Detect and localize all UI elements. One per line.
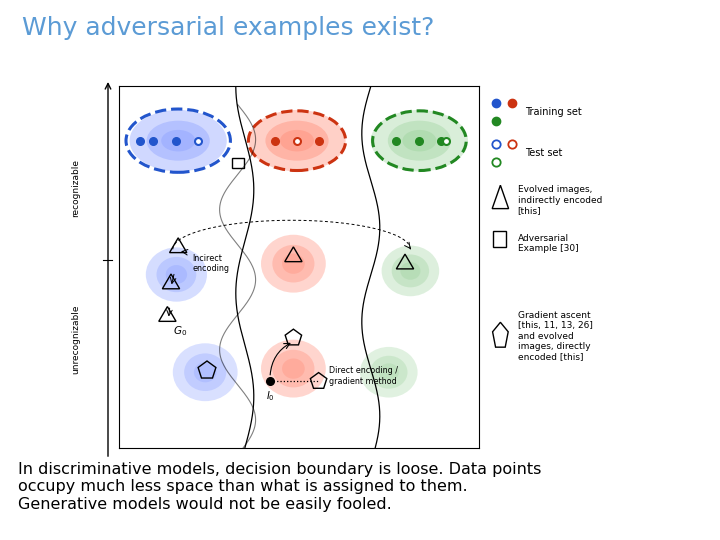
- Ellipse shape: [184, 353, 226, 391]
- Ellipse shape: [156, 257, 197, 292]
- Ellipse shape: [282, 359, 305, 379]
- Text: Why adversarial examples exist?: Why adversarial examples exist?: [22, 16, 434, 40]
- Ellipse shape: [145, 247, 207, 302]
- Ellipse shape: [282, 254, 305, 274]
- Bar: [232, 158, 243, 168]
- Text: $I_0$: $I_0$: [266, 389, 274, 403]
- Ellipse shape: [400, 262, 420, 280]
- Text: Adversarial
Example [30]: Adversarial Example [30]: [518, 234, 578, 253]
- Text: Gradient ascent
[this, 11, 13, 26]
and evolved
images, directly
encoded [this]: Gradient ascent [this, 11, 13, 26] and e…: [518, 310, 593, 361]
- Text: recognizable: recognizable: [71, 159, 80, 217]
- Ellipse shape: [173, 343, 238, 401]
- Ellipse shape: [272, 245, 315, 282]
- Ellipse shape: [379, 363, 399, 381]
- Text: Evolved images,
indirectly encoded
[this]: Evolved images, indirectly encoded [this…: [518, 185, 602, 215]
- Ellipse shape: [371, 110, 468, 171]
- Ellipse shape: [402, 130, 436, 151]
- Ellipse shape: [266, 120, 328, 161]
- Ellipse shape: [360, 347, 418, 397]
- Ellipse shape: [382, 246, 439, 296]
- Text: Direct encoding /
gradient method: Direct encoding / gradient method: [329, 366, 398, 386]
- Text: In discriminative models, decision boundary is loose. Data points
occupy much le: In discriminative models, decision bound…: [18, 462, 541, 511]
- Ellipse shape: [130, 110, 227, 171]
- Ellipse shape: [272, 350, 315, 387]
- Ellipse shape: [370, 356, 408, 389]
- Text: Test set: Test set: [526, 148, 562, 158]
- Ellipse shape: [261, 340, 325, 397]
- Ellipse shape: [392, 254, 429, 287]
- Ellipse shape: [166, 265, 187, 284]
- Text: Incirect
encoding: Incirect encoding: [193, 254, 230, 273]
- Ellipse shape: [194, 362, 217, 382]
- Text: Training set: Training set: [526, 107, 582, 117]
- Ellipse shape: [261, 235, 325, 293]
- Text: $G_0$: $G_0$: [173, 323, 187, 338]
- Ellipse shape: [388, 120, 451, 161]
- Ellipse shape: [248, 110, 346, 171]
- Text: unrecognizable: unrecognizable: [71, 305, 80, 374]
- Bar: [493, 231, 506, 247]
- Ellipse shape: [280, 130, 314, 151]
- Ellipse shape: [161, 130, 195, 151]
- Ellipse shape: [147, 120, 210, 161]
